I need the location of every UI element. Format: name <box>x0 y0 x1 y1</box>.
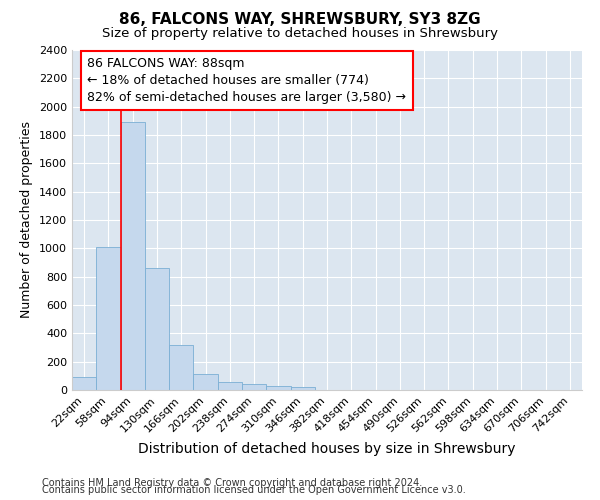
Bar <box>169 344 193 390</box>
Bar <box>121 122 145 390</box>
Text: 86, FALCONS WAY, SHREWSBURY, SY3 8ZG: 86, FALCONS WAY, SHREWSBURY, SY3 8ZG <box>119 12 481 28</box>
Bar <box>72 378 96 390</box>
Bar <box>96 247 121 390</box>
Bar <box>193 374 218 390</box>
Text: 86 FALCONS WAY: 88sqm
← 18% of detached houses are smaller (774)
82% of semi-det: 86 FALCONS WAY: 88sqm ← 18% of detached … <box>88 57 406 104</box>
Bar <box>266 386 290 390</box>
Text: Contains HM Land Registry data © Crown copyright and database right 2024.: Contains HM Land Registry data © Crown c… <box>42 478 422 488</box>
Bar <box>145 268 169 390</box>
Bar <box>218 382 242 390</box>
Text: Contains public sector information licensed under the Open Government Licence v3: Contains public sector information licen… <box>42 485 466 495</box>
Text: Size of property relative to detached houses in Shrewsbury: Size of property relative to detached ho… <box>102 28 498 40</box>
Y-axis label: Number of detached properties: Number of detached properties <box>20 122 34 318</box>
X-axis label: Distribution of detached houses by size in Shrewsbury: Distribution of detached houses by size … <box>138 442 516 456</box>
Bar <box>290 387 315 390</box>
Bar <box>242 384 266 390</box>
